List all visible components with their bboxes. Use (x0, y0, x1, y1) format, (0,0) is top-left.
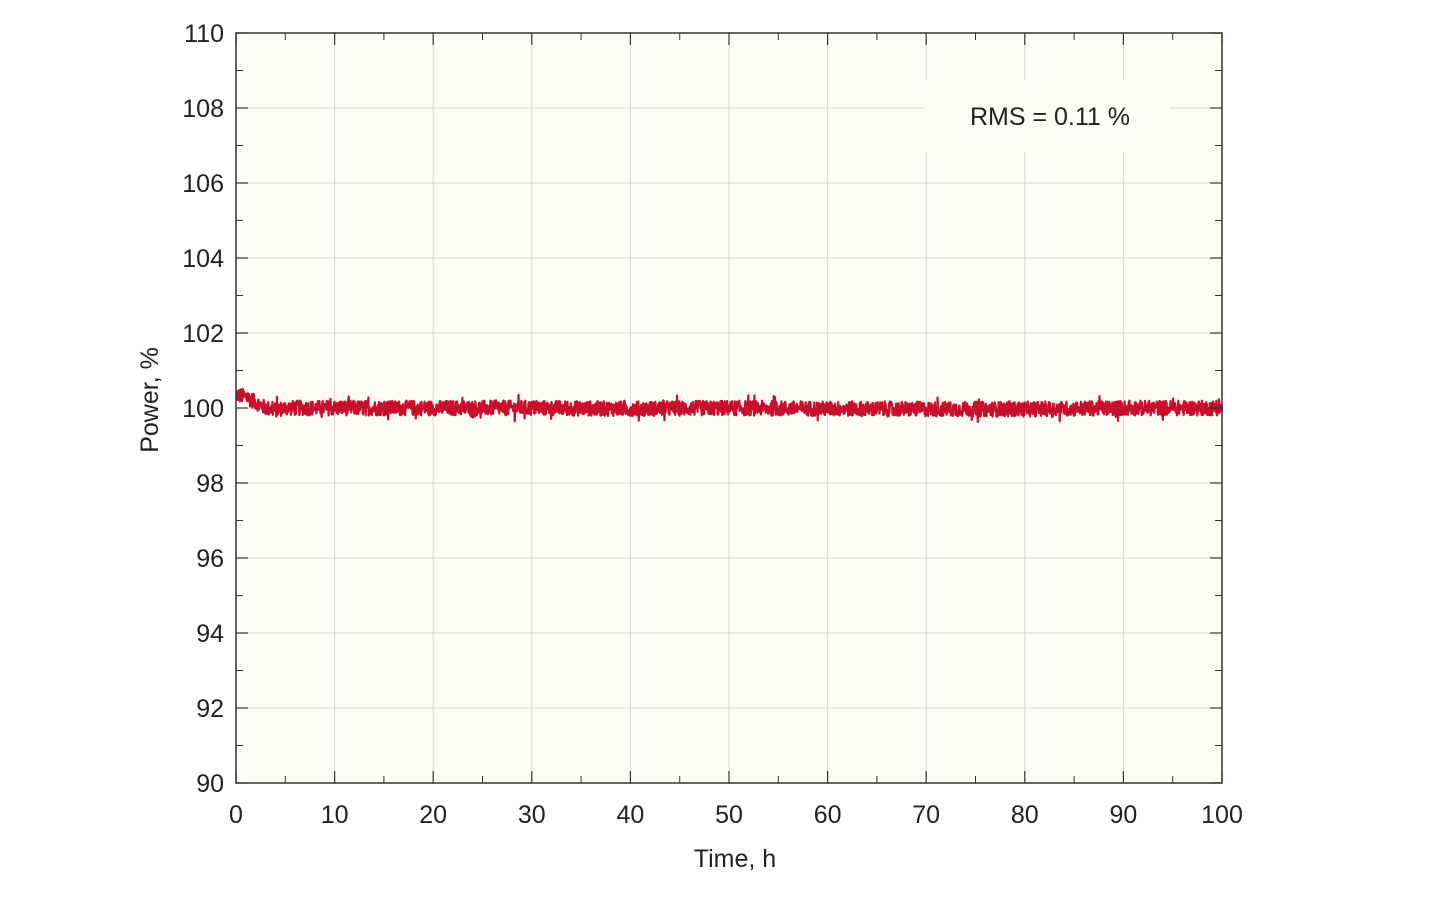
y-tick-label: 94 (196, 620, 224, 648)
x-tick-label: 10 (321, 801, 349, 829)
y-tick-label: 96 (196, 545, 224, 573)
y-tick-label: 106 (182, 170, 224, 198)
x-tick-label: 0 (229, 801, 243, 829)
axis-ticks (235, 32, 1223, 784)
x-tick-label: 80 (1011, 801, 1039, 829)
y-tick-label: 90 (196, 770, 224, 798)
x-tick-label: 100 (1201, 801, 1243, 829)
x-tick-label: 30 (518, 801, 546, 829)
y-tick-label: 98 (196, 470, 224, 498)
y-tick-label: 110 (184, 20, 224, 48)
x-tick-label: 40 (616, 801, 644, 829)
x-tick-label: 70 (912, 801, 940, 829)
y-tick-label: 102 (182, 320, 224, 348)
x-tick-label: 50 (715, 801, 743, 829)
annotation-background (924, 80, 1170, 152)
y-tick-label: 104 (182, 245, 224, 273)
x-tick-label: 90 (1109, 801, 1137, 829)
x-tick-label: 20 (419, 801, 447, 829)
x-tick-label: 60 (814, 801, 842, 829)
power-series-line (235, 387, 1224, 424)
y-tick-label: 100 (182, 395, 224, 423)
tick-labels: 0 10 20 30 40 50 60 70 80 90 100 90 92 94 96 98 100 102 10… (182, 20, 1243, 829)
series-layer (235, 387, 1224, 424)
rms-annotation: RMS = 0.11 % (970, 103, 1130, 131)
y-tick-label: 92 (196, 695, 224, 723)
y-tick-label: 108 (182, 95, 224, 123)
y-axis-title: Power, % (136, 347, 164, 453)
x-axis-title: Time, h (694, 845, 776, 873)
